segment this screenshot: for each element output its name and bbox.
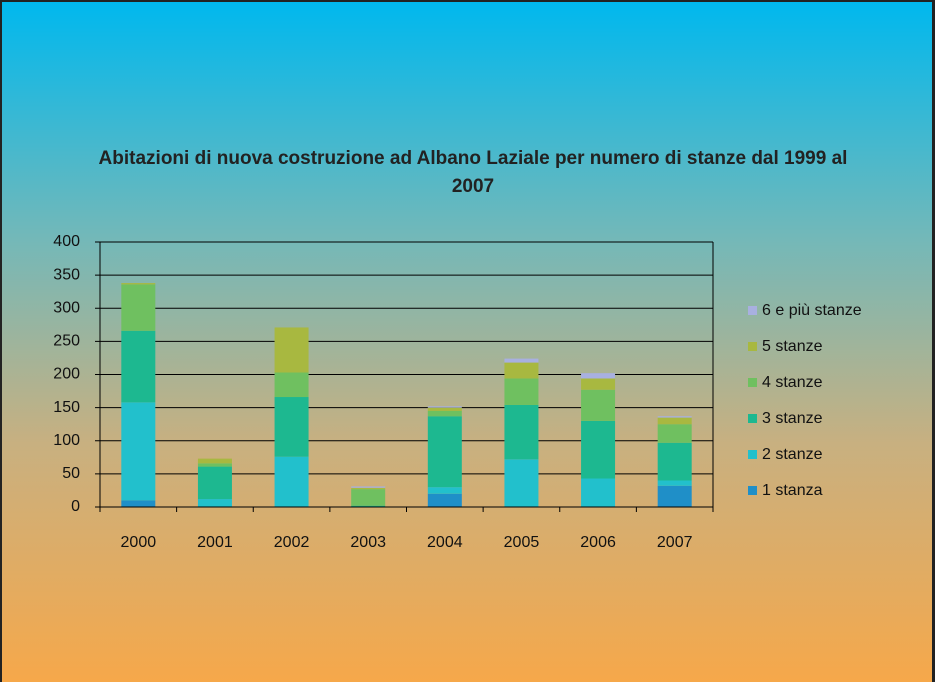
bar-segment <box>274 456 309 507</box>
y-tick-label: 100 <box>53 432 80 449</box>
x-tick-label: 2004 <box>427 534 463 551</box>
bar-segment <box>427 410 462 417</box>
legend-swatch <box>748 414 757 423</box>
x-tick-label: 2003 <box>350 534 386 551</box>
y-tick-label: 50 <box>62 465 80 482</box>
bar-segment <box>427 487 462 494</box>
bar-segment <box>581 478 616 507</box>
bar-segment <box>274 327 309 373</box>
y-tick-label: 300 <box>53 299 80 316</box>
bar-segment <box>121 284 156 331</box>
bar-segment <box>581 373 616 379</box>
legend-label: 2 stanze <box>762 446 823 463</box>
y-tick-label: 150 <box>53 399 80 416</box>
legend-swatch <box>748 378 757 387</box>
bar-segment <box>351 505 386 507</box>
bar-segment <box>121 330 156 403</box>
bar-segment <box>351 486 386 488</box>
legend-label: 6 e più stanze <box>762 302 862 319</box>
x-tick-label: 2007 <box>657 534 693 551</box>
bar-segment <box>657 416 692 418</box>
chart-title: Abitazioni di nuova costruzione ad Alban… <box>98 148 848 197</box>
bar-segment <box>427 407 462 411</box>
legend-label: 1 stanza <box>762 482 823 499</box>
bar-segment <box>657 442 692 481</box>
bar-segment <box>657 485 692 507</box>
y-tick-label: 250 <box>53 333 80 350</box>
bar-segment <box>427 406 462 408</box>
x-tick-label: 2000 <box>121 534 157 551</box>
y-tick-label: 400 <box>53 233 80 250</box>
bar-segment <box>657 424 692 443</box>
bar-segment <box>427 493 462 507</box>
bar-segment <box>581 420 616 479</box>
bar-segment <box>657 480 692 486</box>
bar-segment <box>581 378 616 390</box>
bar-segment <box>504 459 539 507</box>
bar-segment <box>274 397 309 457</box>
legend-swatch <box>748 486 757 495</box>
bar-segment <box>197 458 232 464</box>
bar-segment <box>351 487 386 490</box>
bar-segment <box>504 378 539 405</box>
bar-segment <box>121 283 156 285</box>
x-tick-label: 2006 <box>580 534 616 551</box>
x-tick-label: 2005 <box>504 534 540 551</box>
bar-segment <box>657 417 692 425</box>
bar-segment <box>121 402 156 501</box>
legend-swatch <box>748 306 757 315</box>
bar-segment <box>197 499 232 507</box>
bar-segment <box>504 362 539 379</box>
bar-segment <box>581 389 616 421</box>
legend-swatch <box>748 342 757 351</box>
legend-label: 5 stanze <box>762 338 823 355</box>
x-tick-label: 2002 <box>274 534 310 551</box>
bar-segment <box>504 404 539 460</box>
bar-segment <box>197 466 232 500</box>
bar-segment <box>504 358 539 363</box>
x-tick-label: 2001 <box>197 534 233 551</box>
bar-segment <box>427 416 462 488</box>
bar-segment <box>274 372 309 398</box>
legend-label: 3 stanze <box>762 410 823 427</box>
bar-segment <box>121 500 156 507</box>
y-tick-label: 350 <box>53 266 80 283</box>
legend-label: 4 stanze <box>762 374 823 391</box>
y-tick-label: 0 <box>71 498 80 515</box>
bar-segment <box>197 463 232 467</box>
y-tick-label: 200 <box>53 366 80 383</box>
legend-swatch <box>748 450 757 459</box>
bar-segment <box>351 489 386 506</box>
